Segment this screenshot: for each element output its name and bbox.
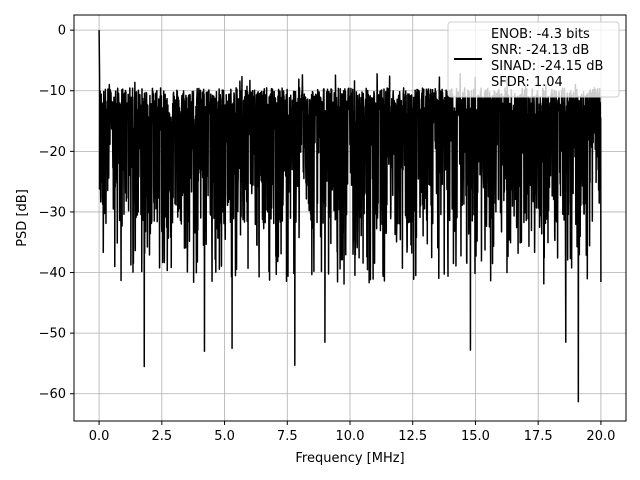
y-axis-label: PSD [dB] (15, 189, 30, 247)
y-tick-label-3: −30 (39, 205, 66, 220)
x-tick-label-4: 10.0 (336, 429, 365, 444)
legend: ENOB: -4.3 bits SNR: -24.13 dB SINAD: -2… (447, 21, 620, 98)
x-axis-ticks: 0.0 2.5 5.0 7.5 10.0 12.5 15.0 17.5 20.0 (89, 421, 615, 444)
x-axis-label: Frequency [MHz] (295, 451, 404, 466)
x-tick-label-0: 0.0 (89, 429, 110, 444)
x-tick-label-7: 17.5 (524, 429, 553, 444)
x-tick-label-2: 5.0 (214, 429, 235, 444)
y-tick-label-5: −50 (39, 327, 66, 342)
y-tick-label-2: −20 (39, 145, 66, 160)
legend-box (447, 21, 620, 98)
x-tick-label-8: 20.0 (586, 429, 615, 444)
x-tick-label-1: 2.5 (151, 429, 172, 444)
y-axis-ticks: 0 −10 −20 −30 −40 −50 −60 (39, 24, 74, 402)
y-tick-label-4: −40 (39, 266, 66, 281)
y-tick-label-0: 0 (58, 24, 66, 39)
x-tick-label-3: 7.5 (277, 429, 298, 444)
y-tick-label-1: −10 (39, 84, 66, 99)
x-tick-label-6: 15.0 (461, 429, 490, 444)
legend-sfdr: SFDR: 1.04 (491, 75, 563, 90)
y-tick-label-6: −60 (39, 387, 66, 402)
legend-snr: SNR: -24.13 dB (491, 43, 589, 58)
x-tick-label-5: 12.5 (398, 429, 427, 444)
legend-sinad: SINAD: -24.15 dB (491, 59, 603, 74)
legend-enob: ENOB: -4.3 bits (491, 27, 590, 42)
